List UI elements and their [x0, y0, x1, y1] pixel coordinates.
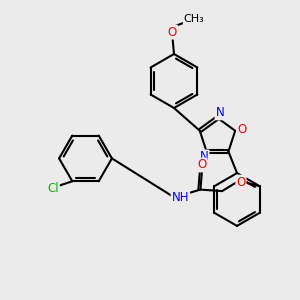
Text: O: O [236, 176, 246, 189]
Text: N: N [200, 150, 208, 164]
Text: NH: NH [172, 191, 189, 204]
Text: N: N [215, 106, 224, 119]
Text: O: O [237, 123, 246, 136]
Text: O: O [197, 158, 207, 172]
Text: Cl: Cl [47, 182, 59, 195]
Text: CH₃: CH₃ [184, 14, 205, 24]
Text: O: O [168, 26, 177, 39]
